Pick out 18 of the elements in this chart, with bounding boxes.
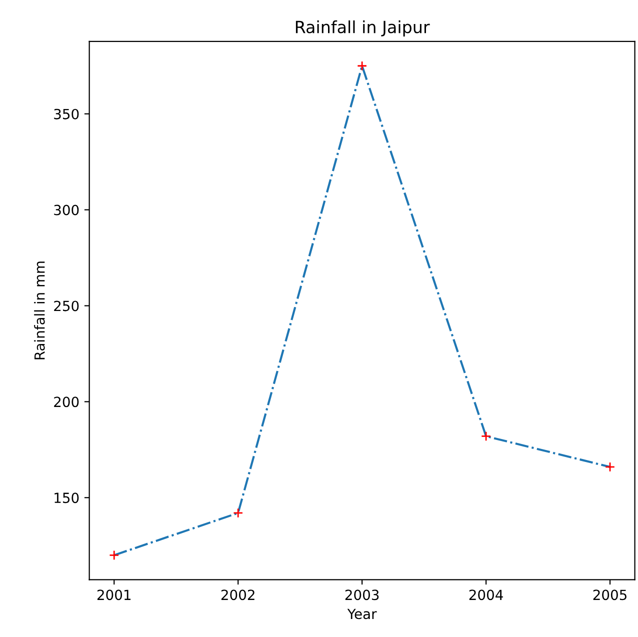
point <box>604 462 616 472</box>
point <box>480 431 492 442</box>
x-tick-label: 2001 <box>97 590 131 600</box>
x-tick-label: 2004 <box>469 590 503 600</box>
chart-title: Rainfall in Jaipur <box>296 20 430 37</box>
y-axis-title: Rainfall in mm <box>34 262 45 360</box>
y-tick-label: 250 <box>54 300 79 312</box>
x-tick-label: 2003 <box>345 590 379 600</box>
x-tick-label: 2005 <box>593 590 626 600</box>
point <box>233 508 244 518</box>
y-tick-label: 350 <box>54 108 79 120</box>
point <box>356 60 368 71</box>
y-tick-label: 150 <box>54 492 79 504</box>
point <box>109 550 120 560</box>
x-tick-label: 2002 <box>221 590 254 600</box>
x-axis-title: Year <box>347 608 377 620</box>
y-tick-label: 300 <box>54 204 79 216</box>
y-tick-label: 200 <box>54 396 79 408</box>
